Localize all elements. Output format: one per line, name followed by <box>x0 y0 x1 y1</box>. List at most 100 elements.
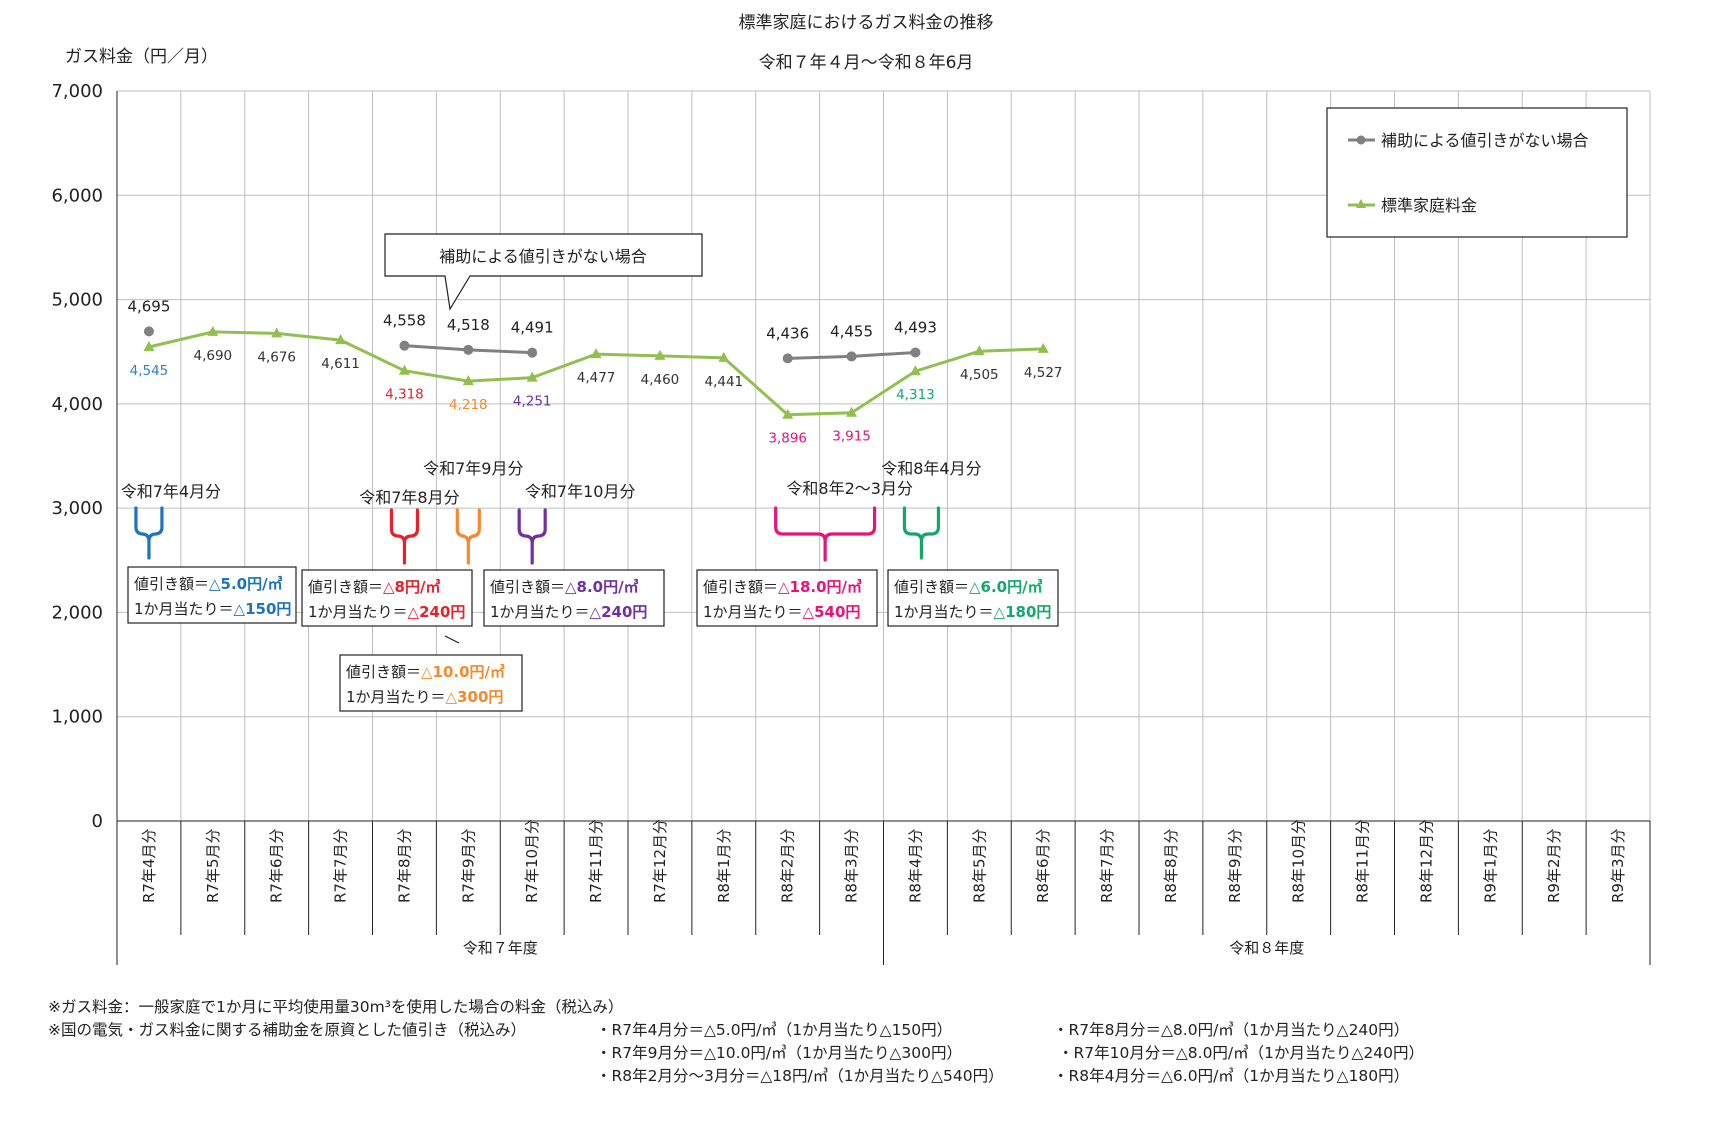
data-label-standard: 4,218 <box>449 397 488 413</box>
chart-subtitle: 令和７年４月～令和８年6月 <box>759 53 974 73</box>
discount-box <box>696 569 878 627</box>
discount-month-prefix: 1か月当たり＝ <box>490 603 590 621</box>
data-point-circle <box>910 347 921 358</box>
discount-bracket <box>774 506 877 562</box>
x-tick-label: R7年7月分 <box>332 828 350 903</box>
discount-rate-line: 値引き額＝△18.0円/㎥ <box>703 578 862 596</box>
discount-period-label: 令和7年9月分 <box>423 459 523 478</box>
y-tick-label: 3,000 <box>51 498 103 519</box>
data-point-triangle <box>526 371 538 382</box>
note-item: ・R8年2月分～3月分＝△18円/㎥（1か月当たり△540円） <box>596 1067 1004 1085</box>
discount-period-label: 令和8年4月分 <box>881 459 981 478</box>
data-point-circle <box>846 351 857 362</box>
discount-rate-prefix: 値引き額＝ <box>134 575 209 593</box>
data-label-no-discount: 4,491 <box>511 319 554 337</box>
data-point-triangle <box>207 325 219 336</box>
x-tick-label: R8年3月分 <box>843 828 861 903</box>
data-point-triangle <box>462 375 474 386</box>
data-label-standard: 4,251 <box>513 394 552 410</box>
data-point-circle <box>527 347 538 358</box>
discount-box-pointer <box>444 635 460 644</box>
discount-rate-line: 値引き額＝△5.0円/㎥ <box>134 575 283 593</box>
data-label-standard: 4,460 <box>641 372 680 388</box>
discount-rate-prefix: 値引き額＝ <box>703 578 778 596</box>
legend: 補助による値引きがない場合 標準家庭料金 <box>1326 107 1628 238</box>
x-tick-label: R8年8月分 <box>1162 828 1180 903</box>
x-tick-label: R8年10月分 <box>1290 819 1308 903</box>
discount-month-line: 1か月当たり＝△150円 <box>134 600 291 618</box>
discount-month-value: △240円 <box>590 603 648 621</box>
note-item: ・R7年10月分＝△8.0円/㎥（1か月当たり△240円） <box>1058 1044 1425 1062</box>
data-label-no-discount: 4,436 <box>766 324 809 342</box>
data-label-no-discount: 4,558 <box>383 312 426 330</box>
data-label-standard: 3,896 <box>768 431 807 447</box>
note-item: ・R7年8月分＝△8.0円/㎥（1か月当たり△240円） <box>1053 1021 1410 1039</box>
data-point-triangle <box>973 345 985 356</box>
discount-box <box>887 569 1059 627</box>
data-label-standard: 4,313 <box>896 387 935 403</box>
data-point-triangle <box>271 327 283 338</box>
data-point-triangle <box>846 406 858 417</box>
note-item: ・R7年9月分＝△10.0円/㎥（1か月当たり△300円） <box>596 1044 963 1062</box>
x-tick-label: R7年11月分 <box>587 819 605 903</box>
x-tick-label: R7年8月分 <box>395 828 413 903</box>
legend-label-standard: 標準家庭料金 <box>1381 196 1477 215</box>
discount-rate-line: 値引き額＝△6.0円/㎥ <box>894 578 1043 596</box>
discount-month-value: △300円 <box>446 688 504 706</box>
x-tick-label: R8年9月分 <box>1226 828 1244 903</box>
x-tick-label: R8年4月分 <box>906 828 924 903</box>
data-point-triangle <box>143 341 155 352</box>
discount-month-line: 1か月当たり＝△180円 <box>894 603 1051 621</box>
data-point-triangle <box>718 351 730 362</box>
x-tick-label: R8年12月分 <box>1417 819 1435 903</box>
data-point-triangle <box>909 365 921 376</box>
data-label-no-discount: 4,455 <box>830 322 873 340</box>
x-tick-label: R9年3月分 <box>1609 828 1627 903</box>
discount-month-prefix: 1か月当たり＝ <box>346 688 446 706</box>
x-tick-label: R8年5月分 <box>970 828 988 903</box>
data-label-no-discount: 4,493 <box>894 318 937 336</box>
y-tick-label: 0 <box>92 811 103 832</box>
x-tick-label: R9年1月分 <box>1481 828 1499 903</box>
discount-rate-prefix: 値引き額＝ <box>490 578 565 596</box>
discount-rate-prefix: 値引き額＝ <box>308 578 383 596</box>
data-point-triangle <box>654 349 666 360</box>
discount-month-prefix: 1か月当たり＝ <box>894 603 994 621</box>
discount-rate-value: △10.0円/㎥ <box>421 663 505 681</box>
discount-month-value: △540円 <box>803 603 861 621</box>
discount-month-line: 1か月当たり＝△300円 <box>346 688 503 706</box>
discount-rate-value: △18.0円/㎥ <box>778 578 862 596</box>
callout: 補助による値引きがない場合 <box>384 233 703 311</box>
data-label-standard: 4,545 <box>130 363 169 379</box>
x-tick-label: R7年12月分 <box>651 819 669 903</box>
data-label-no-discount: 4,695 <box>127 297 170 315</box>
data-point-circle <box>143 326 154 337</box>
y-tick-label: 4,000 <box>51 394 103 415</box>
y-tick-label: 6,000 <box>51 185 103 206</box>
legend-triangle-marker <box>1356 199 1366 208</box>
discount-box <box>301 569 473 627</box>
data-label-standard: 4,690 <box>193 348 232 364</box>
y-axis-label: ガス料金（円／月） <box>65 47 218 67</box>
data-point-triangle <box>335 334 347 345</box>
note-discount-head: ※国の電気・ガス料金に関する補助金を原資とした値引き（税込み） <box>48 1021 526 1039</box>
x-tick-label: R7年9月分 <box>459 828 477 903</box>
discount-bracket <box>389 508 420 565</box>
data-label-standard: 4,676 <box>257 349 296 365</box>
y-tick-label: 1,000 <box>51 707 103 728</box>
discount-month-prefix: 1か月当たり＝ <box>308 603 408 621</box>
discount-rate-value: △8円/㎥ <box>383 578 440 596</box>
discount-rate-line: 値引き額＝△10.0円/㎥ <box>346 663 505 681</box>
fiscal-year-label: 令和７年度 <box>463 939 538 957</box>
discount-month-value: △240円 <box>408 603 466 621</box>
x-tick-label: R8年11月分 <box>1354 819 1372 903</box>
discount-rate-line: 値引き額＝△8.0円/㎥ <box>490 578 639 596</box>
discount-bracket <box>517 508 547 565</box>
discount-period-label: 令和7年4月分 <box>121 482 221 501</box>
x-tick-label: R9年2月分 <box>1545 828 1563 903</box>
discount-month-line: 1か月当たり＝△240円 <box>490 603 647 621</box>
y-tick-label: 2,000 <box>51 602 103 623</box>
discount-rate-prefix: 値引き額＝ <box>346 663 421 681</box>
data-label-standard: 4,318 <box>385 387 424 403</box>
